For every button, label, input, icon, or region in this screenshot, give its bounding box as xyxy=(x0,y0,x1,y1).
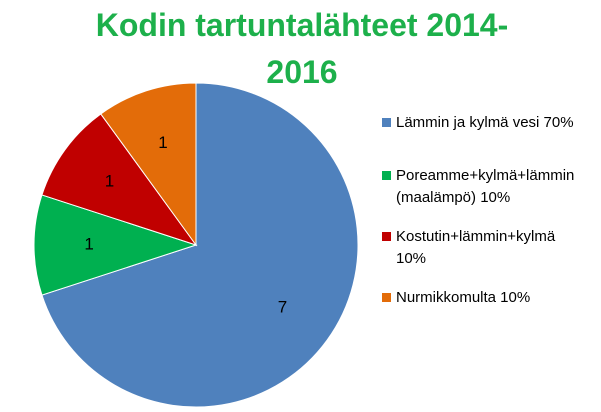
pie-slice-4 xyxy=(100,82,197,247)
legend: Lämmin ja kylmä vesi 70% Poreamme+kylmä+l… xyxy=(382,114,574,306)
legend-swatch-3 xyxy=(382,232,391,241)
chart-title: Kodin tartuntalähteet 2014- 2016 xyxy=(96,7,509,90)
legend-item-1: Lämmin ja kylmä vesi 70% xyxy=(382,114,574,131)
pie-slice-2 xyxy=(33,194,198,296)
legend-label-2-line-1: Poreamme+kylmä+lämmin xyxy=(396,167,574,184)
legend-label-3-line-1: Kostutin+lämmin+kylmä xyxy=(396,228,556,245)
legend-swatch-2 xyxy=(382,171,391,180)
legend-label-4-line-1: Nurmikkomulta 10% xyxy=(396,289,530,306)
legend-label-3-line-2: 10% xyxy=(396,250,426,267)
pie-slices xyxy=(33,82,359,408)
legend-item-4: Nurmikkomulta 10% xyxy=(382,289,530,306)
pie-slice-label-3: 1 xyxy=(105,172,114,191)
legend-swatch-1 xyxy=(382,118,391,127)
pie-slice-label-2: 1 xyxy=(84,234,93,253)
chart-title-line-2: 2016 xyxy=(266,54,337,90)
legend-swatch-4 xyxy=(382,293,391,302)
pie-slice-label-1: 7 xyxy=(278,297,287,316)
chart-title-line-1: Kodin tartuntalähteet 2014- xyxy=(96,7,509,43)
pie-slice-3 xyxy=(41,113,198,246)
legend-item-3: Kostutin+lämmin+kylmä 10% xyxy=(382,228,556,267)
legend-label-2-line-2: (maalämpö) 10% xyxy=(396,189,510,206)
pie-slice-label-4: 1 xyxy=(158,133,167,152)
pie-slice-1 xyxy=(41,82,359,408)
pie-slice-labels: 7 1 1 1 xyxy=(84,133,287,316)
legend-item-2: Poreamme+kylmä+lämmin (maalämpö) 10% xyxy=(382,167,574,206)
legend-label-1-line-1: Lämmin ja kylmä vesi 70% xyxy=(396,114,574,131)
